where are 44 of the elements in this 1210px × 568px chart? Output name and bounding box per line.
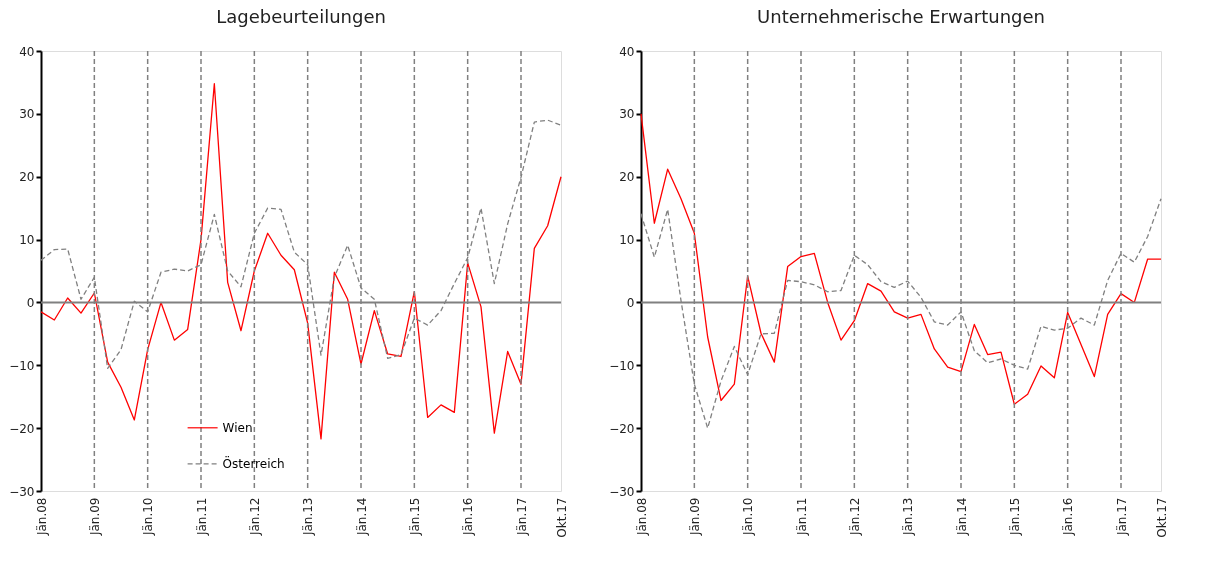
x-tick-label: Jän.14 xyxy=(354,497,369,537)
x-tick-label: Jän.15 xyxy=(407,497,422,537)
chart-title: Lagebeurteilungen xyxy=(216,6,386,27)
x-tick-label: Jän.12 xyxy=(247,497,262,537)
x-tick-label: Jän.08 xyxy=(34,497,49,537)
x-tick-label: Jän.10 xyxy=(741,497,756,537)
y-tick-label: −10 xyxy=(9,358,35,373)
line-series xyxy=(640,113,1162,405)
legend-label: Österreich xyxy=(222,454,285,471)
y-tick-label: 30 xyxy=(619,107,635,122)
x-tick-label: Jän.09 xyxy=(87,497,102,537)
y-tick-label: 0 xyxy=(26,295,35,310)
x-tick-label: Jän.17 xyxy=(1114,497,1129,537)
y-tick-label: 20 xyxy=(619,170,635,185)
x-tick-label: Jän.11 xyxy=(794,497,809,537)
x-tick-label: Jän.11 xyxy=(194,497,209,537)
x-tick-label: Jän.09 xyxy=(687,497,702,537)
x-tick-label: Jän.15 xyxy=(1007,497,1022,537)
line-series xyxy=(40,83,562,440)
x-tick-label: Jän.10 xyxy=(141,497,156,537)
x-tick-label: Jän.08 xyxy=(634,497,649,537)
x-tick-label: Jän.13 xyxy=(301,497,316,537)
x-tick-label: Jän.14 xyxy=(954,497,969,537)
y-tick-label: −10 xyxy=(609,358,635,373)
y-tick-label: 20 xyxy=(19,170,35,185)
chart-title: Unternehmerische Erwartungen xyxy=(757,6,1045,27)
y-tick-label: −20 xyxy=(609,421,635,436)
x-tick-label: Jän.16 xyxy=(1061,497,1076,537)
x-tick-label: Okt.17 xyxy=(554,497,569,538)
y-tick-label: 10 xyxy=(19,233,35,248)
y-tick-label: 40 xyxy=(619,44,635,59)
legend-label: Wien xyxy=(222,420,253,435)
y-tick-label: −20 xyxy=(9,421,35,436)
x-tick-label: Jän.13 xyxy=(901,497,916,537)
x-tick-label: Okt.17 xyxy=(1154,497,1169,538)
y-tick-label: 40 xyxy=(19,44,35,59)
y-tick-label: 10 xyxy=(619,233,635,248)
x-tick-label: Jän.12 xyxy=(847,497,862,537)
y-tick-label: −30 xyxy=(609,484,635,499)
y-tick-label: −30 xyxy=(9,484,35,499)
x-tick-label: Jän.17 xyxy=(514,497,529,537)
x-tick-label: Jän.16 xyxy=(461,497,476,537)
y-tick-label: 0 xyxy=(626,295,635,310)
y-tick-label: 30 xyxy=(19,107,35,122)
